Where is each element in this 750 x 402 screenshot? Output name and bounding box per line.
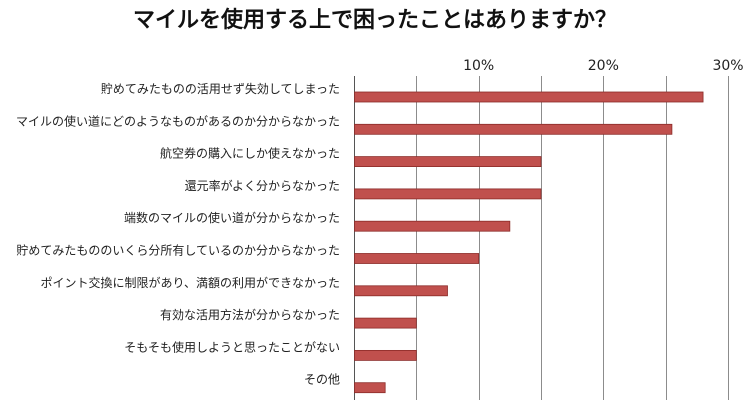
category-label: 還元率がよく分からなかった — [185, 178, 340, 193]
bar — [354, 317, 417, 329]
category-label: 貯めてみたもののいくら分所有しているのか分からなかった — [16, 244, 340, 258]
category-label: マイルの使い道にどのようなものがあるのか分からなかった — [16, 113, 340, 128]
category-label: 端数のマイルの使い道が分からなかった — [124, 210, 340, 225]
bar — [354, 382, 386, 394]
bar — [354, 285, 448, 297]
x-tick-label: 20% — [588, 58, 619, 74]
bar — [354, 349, 417, 361]
category-label: ポイント交換に制限があり、満額の利用ができなかった — [40, 275, 340, 290]
x-tick-label: 10% — [463, 58, 494, 74]
x-tick-label: 30% — [712, 58, 743, 74]
bar — [354, 253, 480, 264]
bar — [354, 188, 542, 200]
category-label: 有効な活用方法が分からなかった — [160, 307, 340, 322]
bar — [354, 156, 542, 168]
category-label: その他 — [304, 373, 340, 387]
bar — [354, 91, 704, 103]
bar — [354, 123, 673, 135]
chart-title: マイルを使用する上で困ったことはありますか？ — [132, 8, 617, 33]
category-label: そもそも使用しようと思ったことがない — [124, 339, 340, 354]
category-label: 貯めてみたものの活用せず失効してしまった — [101, 81, 340, 96]
bar — [354, 220, 511, 232]
category-label: 航空券の購入にしか使えなかった — [160, 146, 340, 161]
